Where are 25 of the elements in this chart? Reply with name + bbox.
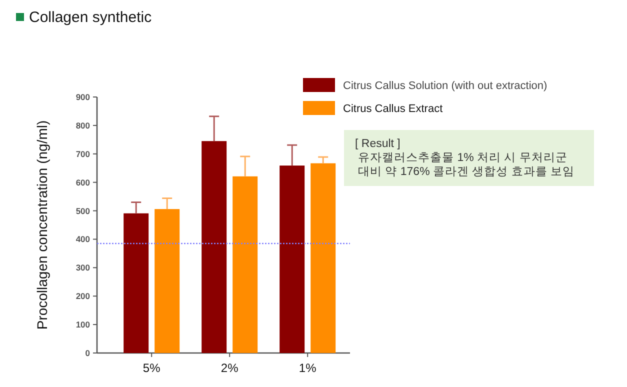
bar xyxy=(154,209,180,353)
y-tick-label: 400 xyxy=(76,234,90,244)
bar xyxy=(310,163,336,353)
y-tick-label: 700 xyxy=(76,148,90,159)
x-tick-label: 1% xyxy=(298,361,317,375)
bar xyxy=(280,166,305,353)
x-tick-label: 5% xyxy=(142,361,161,375)
text: [ Result ] xyxy=(355,138,400,150)
bar xyxy=(232,176,258,353)
legend-label: Citrus Callus Extract xyxy=(343,103,443,115)
x-tick-label: 2% xyxy=(220,361,239,375)
chart-title: Collagen synthetic xyxy=(29,9,152,26)
bar xyxy=(124,213,149,353)
y-tick-label: 600 xyxy=(76,177,90,188)
text: 유자캘러스추출물 1% 처리 시 무처리군 대비 약 176% 콜라겐 생합성 효과를 보임 xyxy=(358,151,575,178)
legend-label: Citrus Callus Solution (with out extraction) xyxy=(343,80,548,92)
y-tick-label: 500 xyxy=(76,206,90,216)
y-tick-label: 100 xyxy=(76,320,90,330)
y-tick-label: 0 xyxy=(85,348,90,358)
y-axis-title: Procollagen concentration (ng/ml) xyxy=(34,120,50,330)
y-tick-label: 800 xyxy=(76,120,90,130)
y-tick-label: 200 xyxy=(76,291,90,302)
y-tick-label: 300 xyxy=(76,262,90,273)
y-tick-label: 900 xyxy=(76,92,90,102)
bar xyxy=(202,141,227,353)
